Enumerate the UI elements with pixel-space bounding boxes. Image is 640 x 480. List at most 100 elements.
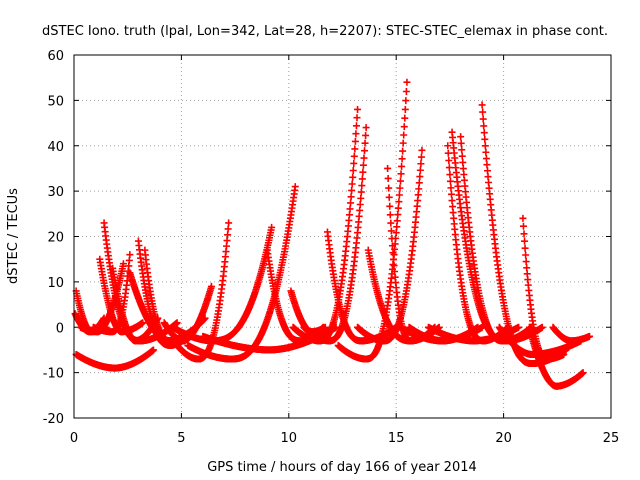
data-point	[399, 139, 407, 147]
data-point	[360, 154, 368, 162]
data-point	[119, 260, 127, 268]
data-point	[291, 183, 299, 191]
data-point	[388, 242, 396, 250]
data-point	[418, 146, 426, 154]
y-tick-label: 40	[47, 140, 64, 155]
data-point	[400, 131, 408, 139]
data-point	[460, 170, 468, 178]
y-tick-label: -10	[43, 367, 64, 382]
data-point	[444, 149, 452, 157]
data-point	[398, 162, 406, 170]
data-point	[357, 188, 365, 196]
data-point	[483, 161, 491, 169]
data-point	[447, 184, 455, 192]
y-tick-label: 60	[47, 49, 64, 64]
chart-title: dSTEC Iono. truth (lpal, Lon=342, Lat=28…	[42, 24, 608, 39]
data-point	[361, 139, 369, 147]
data-point	[448, 197, 456, 205]
data-point	[538, 323, 546, 331]
data-point	[357, 194, 365, 202]
x-tick-label: 5	[177, 431, 185, 446]
data-point	[414, 191, 422, 199]
satellite-arc	[72, 346, 157, 372]
data-point	[361, 147, 369, 155]
data-point	[417, 160, 425, 168]
data-point	[350, 159, 358, 167]
data-point	[394, 211, 402, 219]
data-point	[482, 148, 490, 156]
data-point	[388, 235, 396, 243]
data-point	[387, 219, 395, 227]
x-tick-label: 10	[281, 431, 298, 446]
data-point	[521, 244, 529, 252]
data-point	[387, 227, 395, 235]
data-point	[362, 131, 370, 139]
data-point	[346, 205, 354, 213]
data-point	[353, 114, 361, 122]
data-point	[356, 206, 364, 214]
data-point	[395, 198, 403, 206]
data-marks	[71, 78, 594, 390]
data-point	[397, 170, 405, 178]
data-point	[348, 180, 356, 188]
data-point	[482, 155, 490, 163]
data-point	[449, 203, 457, 211]
data-point	[356, 201, 364, 209]
data-point	[459, 158, 467, 166]
data-point	[359, 161, 367, 169]
data-point	[352, 130, 360, 138]
data-point	[480, 129, 488, 137]
data-point	[416, 173, 424, 181]
data-point	[522, 258, 530, 266]
data-point	[417, 153, 425, 161]
axis-ticks: 0 5 10 15 20 25 -20 -10 0 10 20 30 40 50 60	[43, 49, 620, 446]
data-point	[348, 186, 356, 194]
x-tick-label: 15	[388, 431, 405, 446]
data-point	[399, 147, 407, 155]
data-point	[474, 323, 482, 331]
x-tick-label: 0	[70, 431, 78, 446]
x-tick-label: 20	[495, 431, 512, 446]
data-point	[384, 164, 392, 172]
data-point	[522, 251, 530, 259]
satellite-arc	[289, 105, 362, 345]
data-point	[444, 142, 452, 150]
data-point	[224, 231, 232, 239]
data-point	[458, 146, 466, 154]
data-point	[480, 122, 488, 130]
data-point	[347, 193, 355, 201]
data-point	[207, 282, 215, 290]
y-tick-label: 50	[47, 94, 64, 109]
data-point	[385, 184, 393, 192]
data-point	[416, 166, 424, 174]
data-point	[398, 155, 406, 163]
y-tick-label: 10	[47, 276, 64, 291]
data-point	[359, 168, 367, 176]
x-axis-label: GPS time / hours of day 166 of year 2014	[207, 460, 477, 475]
data-point	[479, 115, 487, 123]
y-tick-label: 20	[47, 231, 64, 246]
data-point	[448, 190, 456, 198]
data-point	[173, 319, 181, 327]
data-point	[351, 145, 359, 153]
data-point	[393, 217, 401, 225]
data-point	[394, 204, 402, 212]
data-point	[268, 223, 276, 231]
data-point	[224, 225, 232, 233]
data-point	[520, 230, 528, 238]
data-point	[352, 122, 360, 130]
data-point	[445, 164, 453, 172]
satellite-arc	[184, 183, 299, 363]
data-point	[362, 124, 370, 132]
y-tick-label: 30	[47, 185, 64, 200]
data-point	[350, 152, 358, 160]
data-point	[445, 156, 453, 164]
data-point	[389, 249, 397, 257]
data-point	[386, 202, 394, 210]
x-tick-label: 25	[603, 431, 620, 446]
data-point	[519, 222, 527, 230]
data-point	[396, 177, 404, 185]
data-point	[354, 105, 362, 113]
data-point	[402, 87, 410, 95]
